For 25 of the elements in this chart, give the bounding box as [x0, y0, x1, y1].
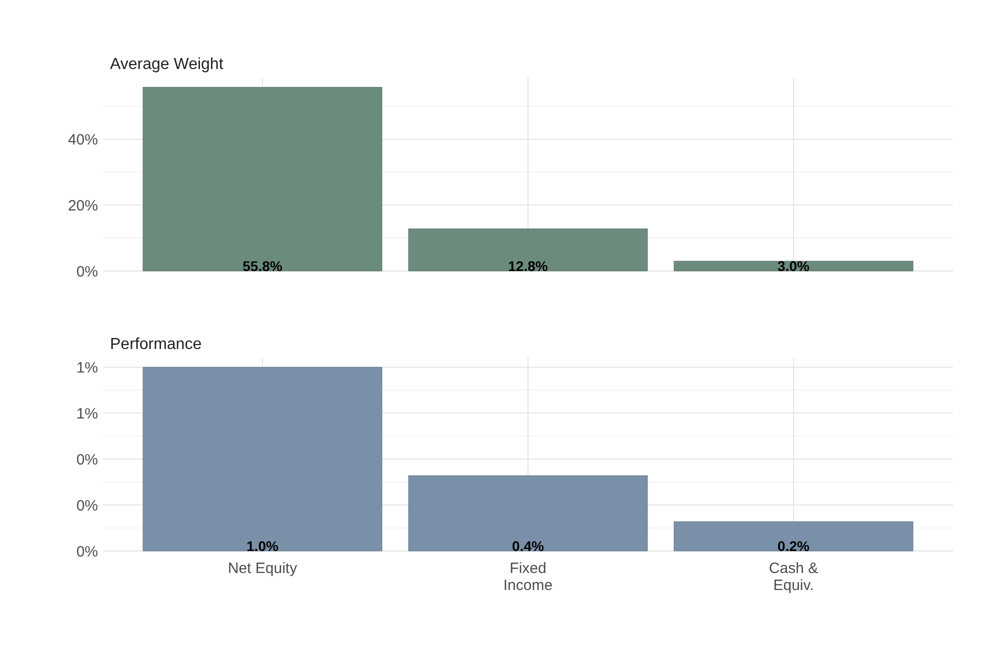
- data-label: 1.0%: [246, 538, 279, 554]
- bar: [408, 475, 648, 552]
- y-tick-label: 0%: [76, 497, 98, 514]
- bar: [408, 228, 648, 272]
- data-label: 12.8%: [508, 258, 548, 274]
- bar: [142, 86, 382, 272]
- chart-title: Average Weight: [110, 56, 224, 73]
- x-tick-label: Net Equity: [228, 560, 298, 577]
- data-label: 0.2%: [778, 538, 810, 554]
- bar: [674, 521, 914, 552]
- data-label: 0.4%: [512, 538, 544, 554]
- y-tick-label: 1%: [76, 405, 98, 422]
- y-tick-label: 0%: [76, 451, 98, 468]
- data-label: 3.0%: [778, 258, 810, 274]
- chart-title: Performance: [110, 336, 202, 353]
- y-tick-label: 40%: [68, 132, 98, 149]
- y-tick-label: 0%: [76, 543, 98, 560]
- y-tick-label: 0%: [76, 263, 98, 280]
- data-label: 55.8%: [242, 258, 283, 274]
- bar: [674, 260, 914, 272]
- y-tick-label: 1%: [76, 359, 98, 376]
- bar: [142, 366, 382, 552]
- y-tick-label: 20%: [68, 197, 98, 214]
- x-tick-label: Fixed Income: [503, 560, 553, 594]
- x-tick-label: Cash & Equiv.: [768, 560, 818, 594]
